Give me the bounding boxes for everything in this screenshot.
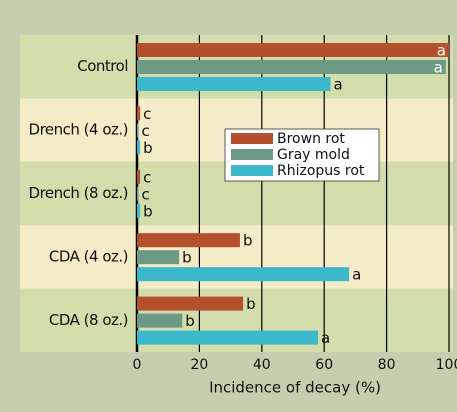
legend-swatch: [231, 149, 273, 160]
bar-letter: c: [142, 185, 150, 203]
bar: [137, 186, 139, 201]
x-tick-label: 0: [133, 357, 142, 373]
y-tick-label: CDA (4 oz.): [49, 247, 128, 265]
bar-letter: c: [143, 105, 151, 123]
x-tick-label: 80: [378, 357, 396, 373]
x-tick-label: 20: [190, 357, 208, 373]
bar-letter: a: [333, 76, 342, 94]
bar: [137, 296, 244, 311]
bar-letter: a: [321, 329, 330, 347]
bar-letter: b: [143, 202, 153, 220]
bar: [137, 233, 240, 248]
legend-label: Gray mold: [277, 147, 350, 163]
y-tick-label: Drench (4 oz.): [29, 121, 128, 139]
legend-label: Rhizopus rot: [277, 163, 365, 179]
bar-letter: b: [185, 312, 195, 330]
bar: [137, 106, 141, 121]
x-tick-label: 40: [253, 357, 271, 373]
bar-letter: b: [246, 295, 256, 313]
bar: [137, 267, 350, 282]
bar-letter: c: [142, 122, 150, 140]
bar: [137, 123, 139, 138]
x-tick-label: 100: [436, 357, 457, 373]
bar-letter: a: [352, 266, 361, 284]
bar: [137, 140, 141, 155]
y-tick-label: CDA (8 oz.): [49, 311, 128, 329]
bar: [137, 169, 141, 184]
legend-swatch: [231, 133, 273, 144]
legend-swatch: [231, 165, 273, 176]
bar-letter: a: [434, 59, 443, 77]
legend-label: Brown rot: [277, 131, 345, 147]
bar-letter: b: [182, 249, 192, 267]
bar: [137, 250, 180, 265]
bar: [137, 77, 331, 91]
x-tick-label: 60: [315, 357, 333, 373]
bar-letter: c: [143, 168, 151, 186]
bar-letter: b: [243, 232, 253, 250]
y-tick-label: Drench (8 oz.): [29, 184, 128, 202]
bar: [137, 43, 449, 57]
bar: [137, 60, 446, 74]
bar-letter: a: [437, 42, 446, 60]
bar: [137, 330, 318, 345]
bar: [137, 203, 141, 218]
bar: [137, 313, 183, 328]
y-tick-label: Control: [77, 57, 128, 75]
bar-letter: b: [143, 139, 153, 157]
x-axis-label: Incidence of decay (%): [209, 379, 381, 397]
